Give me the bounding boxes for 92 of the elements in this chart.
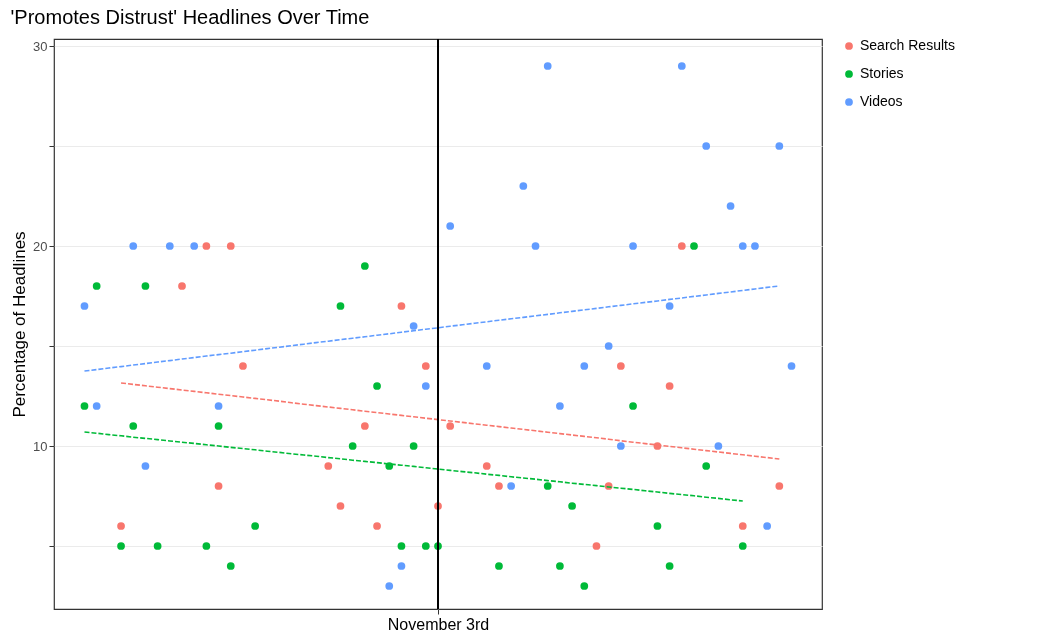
point bbox=[336, 502, 345, 510]
point bbox=[373, 382, 381, 390]
point bbox=[117, 522, 125, 530]
point bbox=[214, 422, 223, 430]
point bbox=[556, 562, 564, 570]
y-tick-label: 20 bbox=[33, 238, 48, 254]
point bbox=[580, 582, 589, 590]
point bbox=[690, 242, 698, 250]
point bbox=[556, 402, 564, 410]
point bbox=[592, 542, 601, 550]
point bbox=[482, 462, 491, 470]
y-axis-title: Percentage of Headlines bbox=[10, 231, 30, 418]
point bbox=[226, 562, 235, 570]
point bbox=[165, 242, 174, 250]
point bbox=[80, 402, 89, 410]
point bbox=[702, 142, 711, 150]
point bbox=[616, 362, 625, 370]
point bbox=[397, 562, 406, 570]
chart-title: 'Promotes Distrust' Headlines Over Time bbox=[10, 6, 370, 28]
point bbox=[421, 382, 430, 390]
point bbox=[738, 242, 747, 250]
point bbox=[129, 422, 138, 430]
point bbox=[141, 282, 150, 290]
point bbox=[604, 342, 613, 350]
point bbox=[409, 322, 418, 330]
point bbox=[543, 62, 552, 70]
point bbox=[665, 562, 674, 570]
point bbox=[421, 542, 430, 550]
point bbox=[239, 362, 247, 370]
point bbox=[714, 442, 723, 450]
point bbox=[190, 242, 199, 250]
point bbox=[738, 542, 747, 550]
line-series bbox=[120, 382, 781, 460]
point bbox=[787, 362, 796, 370]
point bbox=[348, 442, 357, 450]
point bbox=[726, 202, 735, 210]
point bbox=[409, 442, 418, 450]
point bbox=[653, 522, 662, 530]
point bbox=[397, 542, 406, 550]
point bbox=[775, 482, 784, 490]
point bbox=[153, 542, 162, 550]
point bbox=[202, 542, 211, 550]
point bbox=[421, 362, 430, 370]
point bbox=[92, 402, 101, 410]
point bbox=[751, 242, 759, 250]
point bbox=[129, 242, 138, 250]
point bbox=[373, 522, 381, 530]
point bbox=[531, 242, 540, 250]
point bbox=[251, 522, 260, 530]
point bbox=[336, 302, 345, 310]
point bbox=[665, 302, 674, 310]
point bbox=[677, 62, 686, 70]
point bbox=[568, 502, 576, 510]
point bbox=[507, 482, 516, 490]
y-tick-label: 30 bbox=[33, 38, 48, 54]
point bbox=[616, 442, 625, 450]
point bbox=[360, 262, 369, 270]
point bbox=[360, 422, 369, 430]
point bbox=[665, 382, 674, 390]
y-tick-label: 10 bbox=[33, 438, 48, 454]
point bbox=[629, 402, 637, 410]
point bbox=[324, 462, 333, 470]
x-tick-label: November 3rd bbox=[387, 615, 490, 633]
point bbox=[543, 482, 552, 490]
point bbox=[495, 482, 503, 490]
point bbox=[92, 282, 101, 290]
point bbox=[117, 542, 125, 550]
legend-label: Search Results bbox=[860, 37, 955, 53]
point bbox=[226, 242, 235, 250]
point bbox=[763, 522, 772, 530]
point bbox=[141, 462, 150, 470]
point bbox=[202, 242, 211, 250]
line-series bbox=[83, 431, 744, 502]
point bbox=[482, 362, 491, 370]
point bbox=[446, 422, 455, 430]
legend-label: Stories bbox=[860, 65, 904, 81]
legend-label: Videos bbox=[860, 93, 903, 109]
point bbox=[702, 462, 711, 470]
point bbox=[214, 402, 223, 410]
point bbox=[495, 562, 503, 570]
point bbox=[738, 522, 747, 530]
point bbox=[519, 182, 528, 190]
point bbox=[677, 242, 686, 250]
point bbox=[446, 222, 455, 230]
point bbox=[214, 482, 223, 490]
point bbox=[397, 302, 406, 310]
point bbox=[80, 302, 89, 310]
point bbox=[775, 142, 784, 150]
point bbox=[580, 362, 589, 370]
point bbox=[178, 282, 186, 290]
point bbox=[385, 582, 394, 590]
point bbox=[629, 242, 637, 250]
